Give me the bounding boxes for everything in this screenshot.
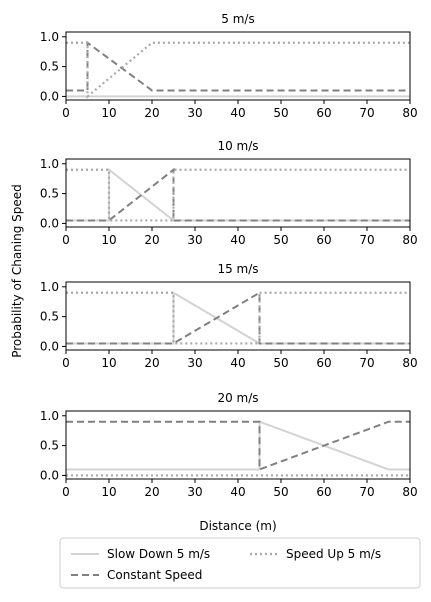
x-tick-label: 70 (359, 356, 374, 370)
y-tick-label: 0.5 (40, 310, 59, 324)
x-tick-label: 60 (316, 485, 331, 499)
x-tick-label: 50 (273, 233, 288, 247)
x-tick-label: 0 (62, 233, 70, 247)
y-tick-label: 1.0 (40, 280, 59, 294)
x-tick-label: 40 (230, 106, 245, 120)
x-tick-label: 30 (187, 485, 202, 499)
series-line-speed-up-5-m-s (66, 168, 410, 222)
x-tick-label: 80 (402, 485, 417, 499)
y-tick-label: 0.0 (40, 89, 59, 103)
x-tick-label: 70 (359, 485, 374, 499)
x-tick-label: 50 (273, 356, 288, 370)
legend: Slow Down 5 m/s Speed Up 5 m/s Constant … (59, 537, 421, 589)
x-tick-label: 80 (402, 356, 417, 370)
series-line-speed-up-5-m-s (66, 291, 410, 345)
legend-label-slow-down: Slow Down 5 m/s (107, 547, 210, 561)
subplot-group: 5 m/s0 10 20 30 40 50 60 70 800.00.51.010 m/s0 10… (40, 12, 418, 499)
x-tick-label: 20 (144, 106, 159, 120)
series-line-constant-speed (66, 40, 410, 92)
series-line-constant-speed (66, 290, 410, 345)
y-tick-label: 0.0 (40, 216, 59, 230)
x-tick-label: 70 (359, 233, 374, 247)
x-tick-label: 80 (402, 233, 417, 247)
series-line-slow-down-5-m-s (66, 420, 410, 471)
legend-label-constant-speed: Constant Speed (107, 568, 202, 582)
x-tick-label: 70 (359, 106, 374, 120)
y-tick-label: 0.0 (40, 339, 59, 353)
x-tick-label: 40 (230, 233, 245, 247)
x-tick-label: 0 (62, 106, 70, 120)
subplot-title: 15 m/s (217, 262, 258, 276)
subplot-20-m-s: 20 m/s 0 10 20 30 40 50 60 70 80 0.0 0.5 1.0 (40, 391, 418, 499)
x-tick-label: 50 (273, 106, 288, 120)
subplot-title: 20 m/s (217, 391, 258, 405)
x-tick-label: 10 (101, 106, 116, 120)
y-tick-label: 1.0 (40, 30, 59, 44)
subplot-title: 10 m/s (217, 139, 258, 153)
legend-label-speed-up: Speed Up 5 m/s (286, 547, 381, 561)
x-tick-label: 40 (230, 356, 245, 370)
series-line-slow-down-5-m-s (66, 167, 410, 222)
y-tick-label: 0.0 (40, 468, 59, 482)
series-line-constant-speed (66, 420, 410, 471)
y-tick-label: 0.5 (40, 439, 59, 453)
x-tick-label: 0 (62, 485, 70, 499)
x-tick-label: 30 (187, 233, 202, 247)
x-tick-label: 20 (144, 485, 159, 499)
series-line-slow-down-5-m-s (66, 290, 410, 345)
subplot-5-m-s: 5 m/s 0 10 20 30 40 50 60 70 80 0.0 0.5 1.0 (40, 12, 418, 120)
x-tick-label: 20 (144, 233, 159, 247)
x-tick-label: 60 (316, 106, 331, 120)
plot-frame (65, 158, 411, 228)
x-tick-label: 10 (101, 356, 116, 370)
x-tick-label: 30 (187, 356, 202, 370)
series-line-constant-speed (66, 167, 410, 222)
subplot-title: 5 m/s (221, 12, 254, 26)
x-tick-label: 20 (144, 356, 159, 370)
x-tick-label: 80 (402, 106, 417, 120)
y-tick-label: 0.5 (40, 187, 59, 201)
y-tick-label: 1.0 (40, 409, 59, 423)
subplot-15-m-s: 15 m/s 0 10 20 30 40 50 60 70 80 0.0 0.5 1.0 (40, 262, 418, 370)
legend-frame (59, 537, 421, 589)
x-tick-label: 60 (316, 233, 331, 247)
y-axis-label: Probability of Chaning Speed (10, 184, 24, 358)
series-line-speed-up-5-m-s (66, 41, 410, 99)
x-axis-label: Distance (m) (199, 519, 276, 533)
x-tick-label: 0 (62, 356, 70, 370)
subplot-10-m-s: 10 m/s 0 10 20 30 40 50 60 70 80 0.0 0.5 1.0 (40, 139, 418, 247)
x-tick-label: 30 (187, 106, 202, 120)
y-tick-label: 1.0 (40, 157, 59, 171)
x-tick-label: 60 (316, 356, 331, 370)
x-tick-label: 40 (230, 485, 245, 499)
x-tick-label: 50 (273, 485, 288, 499)
y-tick-label: 0.5 (40, 60, 59, 74)
x-tick-label: 10 (101, 233, 116, 247)
x-tick-label: 10 (101, 485, 116, 499)
